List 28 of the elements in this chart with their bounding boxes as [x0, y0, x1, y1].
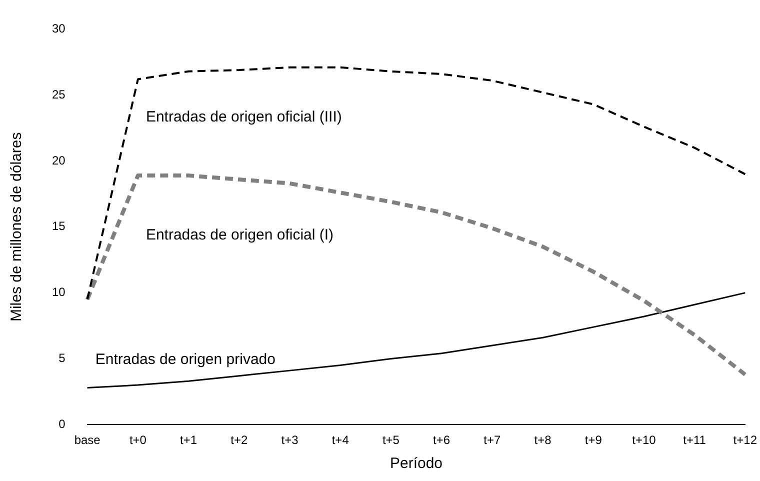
y-tick-label: 15: [52, 219, 66, 234]
x-tick-label: t+3: [281, 433, 299, 448]
y-tick-label: 10: [52, 285, 66, 300]
x-tick-label: t+9: [584, 433, 602, 448]
series-label: Entradas de origen privado: [95, 350, 276, 368]
x-tick-label: t+12: [733, 433, 758, 448]
x-tick-label: t+7: [484, 433, 501, 448]
x-tick-label: t+1: [180, 433, 198, 448]
x-tick-label: t+8: [534, 433, 552, 448]
x-tick-label: t+10: [632, 433, 656, 448]
x-tick-label: t+11: [683, 433, 706, 448]
line-series: [86, 66, 746, 300]
y-axis-title: Miles de millones de dólares: [8, 132, 26, 322]
y-tick-label: 30: [52, 22, 66, 36]
y-tick-label: 5: [58, 351, 66, 366]
x-tick-label: t+5: [382, 433, 400, 448]
x-tick-label: t+0: [129, 433, 147, 448]
x-axis-title: Período: [390, 455, 443, 472]
series-label: Entradas de origen oficial (I): [146, 226, 334, 244]
x-tick-label: base: [74, 433, 101, 448]
y-tick-label: 20: [52, 153, 66, 168]
y-tick-label: 0: [58, 416, 66, 431]
x-tick-label: t+2: [230, 433, 248, 448]
series-label: Entradas de origen oficial (III): [146, 108, 342, 126]
line-series: [85, 174, 748, 377]
x-tick-label: t+4: [332, 433, 350, 448]
y-tick-label: 25: [52, 87, 66, 102]
x-tick-label: t+6: [433, 433, 450, 448]
